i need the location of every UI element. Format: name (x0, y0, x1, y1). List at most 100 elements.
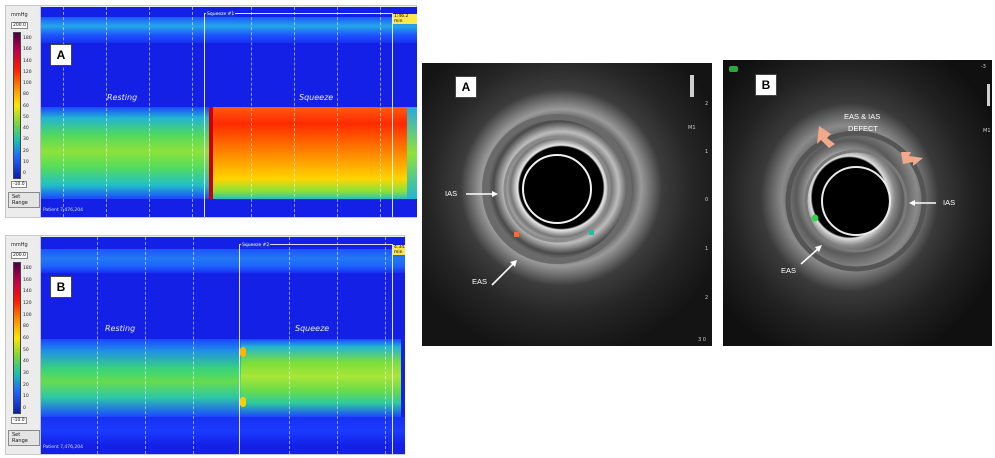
scale-tick-label: 80 (23, 324, 29, 330)
probe-lumen (823, 168, 889, 234)
scale-min-input[interactable]: -10.0 (11, 417, 27, 424)
scale-tick-label: 180 (23, 36, 32, 41)
gain-bar (987, 84, 990, 106)
scale-tick-label: 100 (23, 312, 32, 318)
patient-id: Patient 7,476,204 (43, 445, 84, 450)
pressure-plot-b: Squeeze #2 4:34.9 min Resting Squeeze Pa… (41, 237, 405, 454)
scale-min-input[interactable]: -10.0 (11, 181, 27, 188)
time-label: 1:46.2 min (393, 14, 417, 24)
scale-tick-label: 120 (23, 301, 32, 306)
grid-line (145, 237, 146, 454)
defect-arrow-right (901, 152, 923, 166)
ias-arrowhead (909, 200, 915, 206)
manometry-panel-b: mmHg 200.0 180 160 140 120 100 80 60 50 40 30 20 10… (5, 235, 405, 455)
panel-letter: A (455, 76, 477, 98)
scale-tick-label: 50 (23, 347, 29, 353)
upper-band (41, 17, 417, 43)
defect-label-line1: EAS & IAS (844, 112, 881, 121)
grid-line (380, 7, 381, 217)
scale-tick-label: 10 (23, 394, 29, 400)
depth-tick: 3 0 (698, 337, 706, 343)
corner-label: -3 (981, 64, 986, 70)
pressure-band-squeeze (241, 339, 401, 417)
depth-tick: 1 (705, 246, 709, 252)
eas-label: EAS (472, 277, 488, 286)
ias-arrowhead (492, 191, 498, 197)
grid-line (192, 7, 193, 217)
time-label: 4:34.9 min (393, 245, 405, 255)
manometry-panel-a: mmHg 200.0 180 160 140 120 100 80 60 50 40 30 20 10… (5, 5, 417, 218)
pressure-plot-a: Squeeze #1 1:46.2 min Resting Squeeze Pa… (41, 7, 417, 217)
set-range-button[interactable]: Set Range (8, 192, 40, 208)
ias-label: IAS (943, 198, 956, 207)
eas-ring (482, 114, 632, 264)
scale-title: mmHg (11, 12, 28, 18)
scale-tick-label: 100 (23, 81, 32, 86)
m1-label: M1 (983, 128, 991, 134)
scale-title: mmHg (11, 242, 28, 248)
scale-tick-label: 60 (23, 103, 29, 109)
squeeze-title: Squeeze #2 (241, 243, 271, 248)
marker-green (589, 230, 594, 235)
depth-tick: 0 (705, 197, 709, 203)
grid-line (289, 237, 290, 454)
grid-line (337, 237, 338, 454)
grid-line (337, 7, 338, 217)
pressure-colorbar (13, 32, 21, 179)
ultrasound-image-b (723, 60, 992, 346)
ias-label: IAS (445, 189, 458, 198)
pressure-band-lower (41, 417, 405, 445)
scale-tick-label: 10 (23, 159, 29, 165)
squeeze-onset-spot (240, 397, 246, 407)
scale-tick-label: 30 (23, 137, 29, 143)
scale-tick-label: 40 (23, 359, 29, 365)
pressure-band-resting (41, 107, 211, 199)
probe-lumen (524, 156, 590, 222)
m1-label: M1 (688, 125, 696, 131)
patient-id: Patient 7,476,204 (43, 208, 84, 213)
grid-line (149, 7, 150, 217)
scale-max-input[interactable]: 200.0 (11, 22, 28, 29)
eas-arrowhead (815, 245, 822, 252)
upper-band (41, 249, 405, 273)
ultrasound-b: B EAS & IAS DEFECT IAS EAS -3 M1 (723, 60, 992, 346)
pressure-band-squeeze (211, 107, 407, 199)
scale-tick-label: 180 (23, 266, 32, 271)
panel-letter: B (50, 276, 72, 298)
scale-tick-label: 30 (23, 371, 29, 376)
scale-tick-label: 160 (23, 47, 32, 53)
depth-tick: 2 (705, 295, 709, 301)
ultrasound-image-a (422, 63, 712, 346)
scale-tick-label: 160 (23, 277, 32, 283)
pressure-scale-b: mmHg 200.0 180 160 140 120 100 80 60 50 40 30 20 10… (6, 236, 41, 454)
squeeze-label: Squeeze (299, 93, 334, 102)
grid-line (97, 237, 98, 454)
squeeze-selection-box[interactable] (239, 244, 393, 454)
scale-tick-label: 20 (23, 148, 29, 154)
gain-bar (690, 75, 694, 97)
squeeze-title: Squeeze #1 (206, 12, 236, 17)
squeeze-label: Squeeze (295, 324, 330, 333)
lumen-ring (522, 154, 592, 224)
grid-line (294, 7, 295, 217)
grid-line (193, 237, 194, 454)
resting-label: Resting (107, 93, 138, 102)
squeeze-selection-box[interactable] (204, 13, 393, 217)
corner-badge (729, 66, 738, 72)
eas-label: EAS (781, 266, 797, 275)
scale-max-input[interactable]: 200.0 (11, 252, 28, 259)
depth-tick: 2 (705, 101, 709, 107)
eas-arrow (800, 247, 820, 265)
squeeze-onset-spot (240, 347, 246, 357)
ias-ring (503, 135, 611, 243)
scale-tick-label: 140 (23, 58, 32, 64)
depth-tick: 1 (705, 149, 709, 155)
ias-ring (804, 149, 908, 253)
grid-line (385, 237, 386, 454)
eas-ring (785, 130, 927, 272)
grid-line (63, 7, 64, 217)
set-range-button[interactable]: Set Range (8, 430, 40, 446)
pressure-band-resting (41, 339, 241, 417)
squeeze-onset-edge (209, 107, 213, 199)
marker-orange (514, 232, 519, 237)
